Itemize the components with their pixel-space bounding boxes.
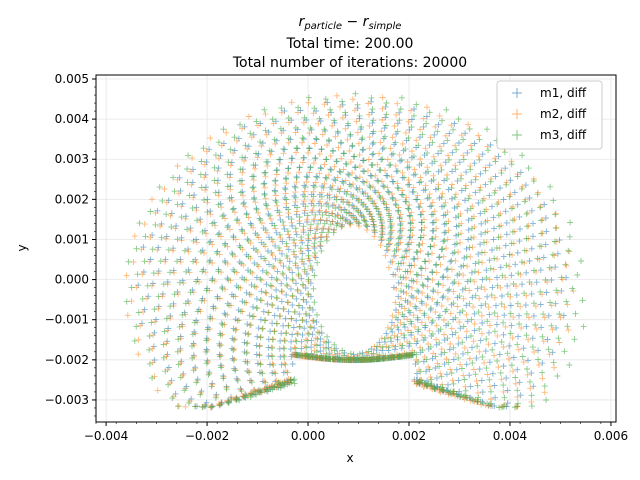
legend-item-m2: m2, diff	[512, 107, 587, 121]
chart-title-math: rparticle − rsimple	[299, 14, 402, 32]
plot-frame	[95, 74, 617, 423]
title-math-base: r	[299, 14, 306, 30]
legend-label-m3: m3, diff	[540, 128, 587, 142]
y-tick-label-5: 0.002	[55, 192, 89, 206]
x-tick-label-1: −0.002	[185, 429, 229, 443]
title-math-base2: r	[363, 14, 370, 30]
x-axis-label: x	[346, 451, 353, 465]
y-tick-label-3: 0.000	[55, 273, 89, 287]
legend-item-m3: m3, diff	[512, 128, 587, 142]
x-tick-label-0: −0.004	[84, 429, 128, 443]
y-tick-label-7: 0.004	[55, 112, 89, 126]
y-tick-label-8: 0.005	[55, 72, 89, 86]
legend: m1, diff m2, diff m3, diff	[496, 80, 603, 150]
legend-marker-m2	[512, 109, 522, 119]
legend-marker-m3	[512, 130, 522, 140]
series-3-markers	[123, 90, 587, 411]
title-math-sub1: particle	[303, 21, 342, 32]
series-2	[123, 92, 577, 411]
scatter-points	[123, 90, 587, 411]
legend-box	[496, 80, 603, 150]
legend-label-m1: m1, diff	[540, 86, 587, 100]
x-tick-label-3: 0.002	[392, 429, 426, 443]
y-tick-label-1: −0.002	[45, 353, 89, 367]
series-2-markers	[123, 92, 577, 411]
x-tick-label-2: 0.000	[291, 429, 325, 443]
chart-title-line-1: Total time: 200.00	[286, 36, 414, 52]
x-tick-label-5: 0.006	[594, 429, 628, 443]
y-tick-label-0: −0.003	[45, 393, 89, 407]
title-math-op: −	[342, 14, 363, 30]
title-math-sub2: simple	[368, 21, 401, 32]
x-tick-label-4: 0.004	[493, 429, 527, 443]
y-axis: −0.003 −0.002 −0.001 0.000 0.001 0.002 0.003 0.…	[45, 72, 96, 417]
chart-title-line-2: Total number of iterations: 20000	[232, 55, 467, 71]
y-tick-label-6: 0.003	[55, 152, 89, 166]
y-tick-label-2: −0.001	[45, 313, 89, 327]
x-axis: −0.004 −0.002 0.000 0.002 0.004 0.006	[84, 422, 628, 443]
legend-label-m2: m2, diff	[540, 107, 587, 121]
legend-marker-m1	[512, 88, 522, 98]
y-axis-label: y	[15, 244, 29, 251]
series-3	[123, 90, 587, 411]
y-tick-label-4: 0.001	[55, 232, 89, 246]
legend-item-m1: m1, diff	[512, 86, 587, 100]
